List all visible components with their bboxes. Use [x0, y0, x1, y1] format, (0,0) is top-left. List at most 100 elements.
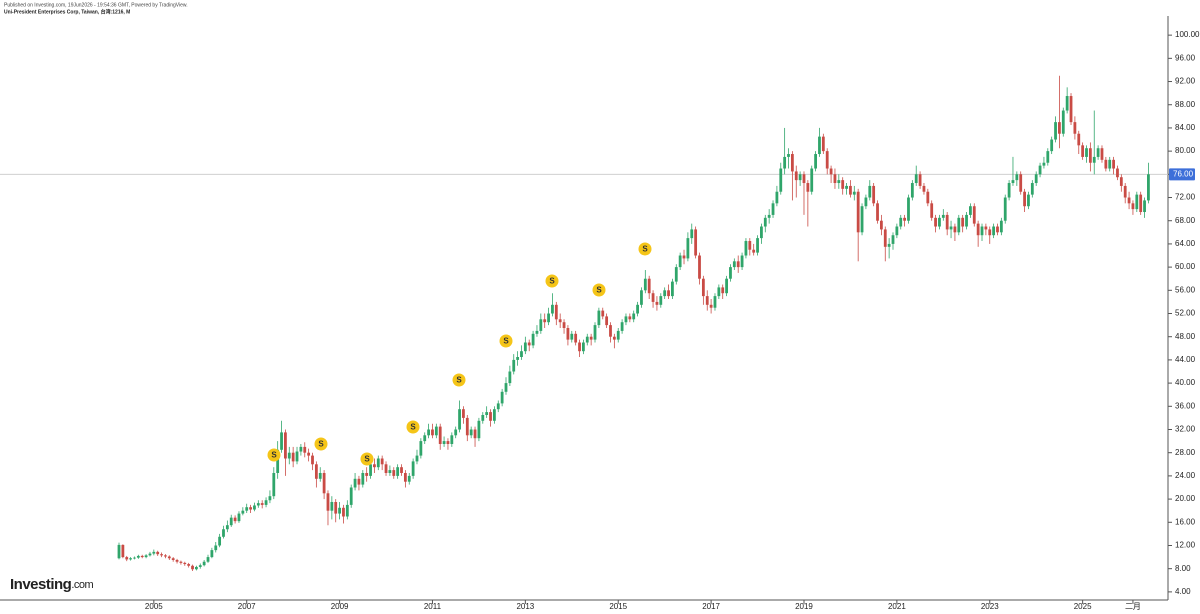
candle-body	[144, 555, 148, 558]
y-tick-label: 16.00	[1175, 517, 1196, 526]
y-tick-label: 8.00	[1175, 564, 1191, 573]
candle-body	[179, 561, 183, 563]
candle-body	[636, 304, 639, 314]
candle-body	[736, 261, 740, 268]
candle-body	[601, 310, 605, 317]
y-tick-label: 48.00	[1175, 332, 1196, 341]
candle-body	[311, 455, 314, 465]
candle-body	[582, 342, 585, 352]
candle-body	[891, 235, 895, 244]
candle-body	[837, 180, 841, 184]
candle-body	[198, 565, 202, 567]
candle-body	[640, 290, 643, 305]
candle-body	[814, 154, 817, 169]
event-badge	[314, 437, 328, 451]
event-label: S	[410, 423, 416, 432]
candle-body	[883, 229, 887, 247]
candle-body	[787, 154, 790, 157]
candle-body	[678, 255, 682, 268]
candle-body	[458, 409, 461, 430]
candle-body	[295, 451, 299, 462]
candle-body	[303, 446, 307, 453]
candle-body	[663, 290, 667, 297]
candle-body	[1131, 203, 1135, 210]
y-tick-label: 20.00	[1175, 494, 1196, 503]
y-tick-label: 28.00	[1175, 448, 1196, 457]
candle-body	[508, 371, 512, 384]
event-label: S	[549, 277, 555, 286]
candle-body	[1088, 148, 1092, 163]
event-badge	[406, 420, 420, 434]
y-tick-label: 96.00	[1175, 53, 1196, 62]
candle-body	[918, 174, 922, 186]
candle-body	[380, 458, 384, 465]
candle-body	[810, 168, 814, 192]
candle-body	[806, 183, 810, 192]
candle-body	[222, 529, 225, 537]
x-tick-label: 2019	[795, 602, 813, 611]
candle-body	[237, 513, 241, 522]
candle-body	[314, 464, 318, 479]
candle-body	[999, 220, 1003, 233]
candle-body	[156, 551, 160, 555]
candle-body	[717, 287, 721, 297]
candle-body	[260, 503, 264, 505]
candle-body	[1147, 174, 1150, 201]
candle-body	[535, 330, 539, 334]
candle-body	[612, 336, 616, 340]
candle-body	[1034, 174, 1038, 184]
logo-suffix: .com	[71, 579, 93, 591]
candle-body	[961, 217, 965, 227]
candle-body	[783, 156, 787, 169]
candle-body	[388, 470, 392, 473]
candle-body	[1096, 148, 1100, 157]
y-tick-label: 12.00	[1175, 541, 1196, 550]
candle-body	[852, 191, 856, 195]
candle-body	[802, 174, 806, 184]
y-tick-label: 64.00	[1175, 239, 1196, 248]
candle-body	[396, 467, 400, 476]
candle-body	[910, 183, 914, 198]
candle-body	[454, 429, 458, 436]
event-badge	[592, 283, 606, 297]
candle-body	[431, 429, 434, 436]
candle-body	[686, 238, 690, 259]
candle-body	[400, 467, 403, 473]
candle-body	[543, 319, 547, 323]
candle-body	[384, 464, 388, 473]
candle-body	[798, 174, 802, 181]
candle-body	[655, 301, 659, 305]
candle-body	[1061, 110, 1065, 134]
y-tick-label: 88.00	[1175, 100, 1196, 109]
candle-body	[748, 241, 752, 250]
event-badge	[267, 448, 281, 462]
candle-body	[280, 432, 283, 450]
candle-body	[195, 566, 198, 570]
candle-body	[721, 287, 725, 294]
candle-body	[442, 441, 446, 444]
candle-body	[1015, 174, 1019, 181]
candle-body	[462, 409, 465, 418]
candle-body	[276, 449, 280, 473]
candle-body	[140, 555, 144, 558]
x-tick-label: 2017	[702, 602, 720, 611]
candle-body	[941, 214, 945, 218]
y-tick-label: 4.00	[1175, 587, 1191, 596]
candle-body	[667, 290, 670, 297]
candle-body	[825, 151, 829, 169]
candle-body	[992, 226, 996, 236]
candle-body	[1085, 148, 1088, 157]
candle-body	[307, 452, 311, 456]
candle-body	[121, 544, 125, 558]
candle-body	[117, 544, 121, 559]
candle-body	[489, 412, 492, 421]
y-tick-label: 84.00	[1175, 123, 1196, 132]
candle-body	[794, 171, 798, 181]
candle-body	[1073, 122, 1077, 134]
candle-body	[500, 391, 504, 404]
candle-body	[527, 342, 531, 346]
logo: Investing.com	[10, 576, 94, 593]
candle-body	[752, 249, 756, 253]
candle-body	[256, 503, 260, 506]
event-label: S	[318, 440, 324, 449]
